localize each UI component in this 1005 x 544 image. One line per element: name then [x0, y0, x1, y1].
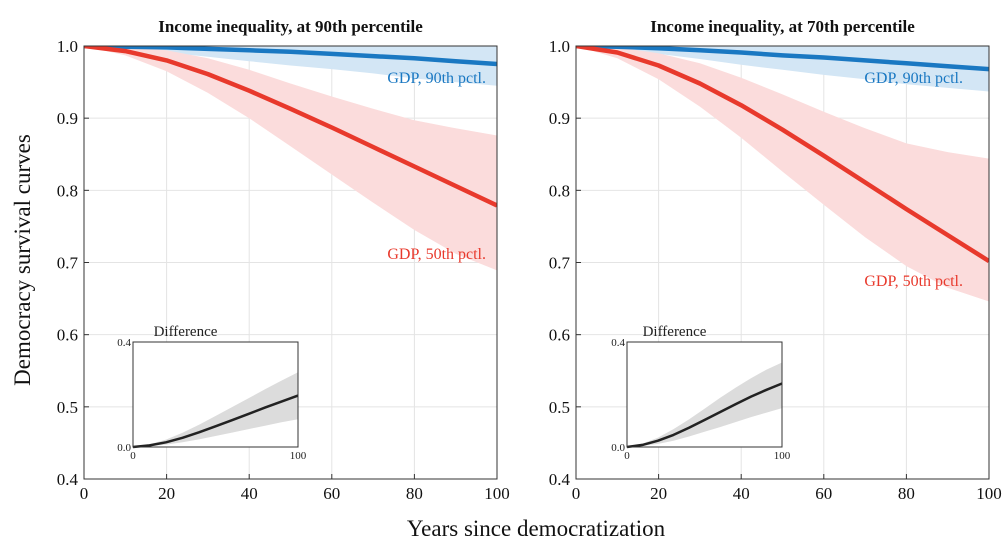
x-tick-label: 0	[572, 484, 581, 503]
inset-title: Difference	[154, 324, 218, 340]
series-line-2	[84, 46, 497, 208]
y-tick-label: 0.4	[57, 470, 79, 489]
inset-y-tick-label: 0.4	[611, 337, 625, 349]
chart-title: Income inequality, at 90th percentile	[158, 17, 423, 36]
inset-title: Difference	[643, 324, 707, 340]
inset-y-tick-label: 0.0	[611, 442, 625, 454]
panel-1: 0 20 40 60 80 100 0.4 0.5 0.6 0.7 0.8 0.9 1.0 Income …	[57, 17, 510, 503]
x-tick-label: 20	[158, 484, 175, 503]
x-tick-label: 40	[241, 484, 258, 503]
inset-x-tick-label: 100	[774, 450, 791, 462]
y-tick-label: 0.7	[549, 254, 571, 273]
series-label-2: GDP, 50th pctl.	[387, 246, 486, 263]
inset-x-tick-label: 100	[290, 450, 307, 462]
y-tick-label: 0.7	[57, 254, 79, 273]
inset-y-tick-label: 0.4	[117, 337, 131, 349]
confidence-band-1	[576, 46, 989, 92]
y-tick-label: 0.5	[549, 398, 570, 417]
series-line-1	[576, 46, 989, 72]
series-label-2: GDP, 50th pctl.	[864, 273, 963, 290]
y-tick-label: 1.0	[549, 37, 570, 56]
y-tick-label: 0.8	[57, 181, 78, 200]
inset-y-tick-label: 0.0	[117, 442, 131, 454]
series-label-1: GDP, 90th pctl.	[387, 70, 486, 87]
y-tick-label: 0.9	[549, 109, 570, 128]
inset-difference-line	[132, 394, 299, 449]
y-axis-label: Democracy survival curves	[10, 134, 35, 386]
y-tick-label: 0.6	[549, 326, 570, 345]
x-tick-label: 20	[650, 484, 667, 503]
plot-area	[576, 46, 989, 302]
inset-confidence-band	[133, 372, 298, 447]
inset-difference-line	[626, 382, 783, 449]
series-label-1: GDP, 90th pctl.	[864, 70, 963, 87]
inset-frame	[132, 341, 299, 448]
panel-2: 0 20 40 60 80 100 0.4 0.5 0.6 0.7 0.8 0.9 1.0 Income …	[549, 17, 1002, 503]
x-tick-label: 80	[898, 484, 915, 503]
y-tick-label: 0.9	[57, 109, 78, 128]
x-tick-label: 100	[976, 484, 1002, 503]
panels: 0 20 40 60 80 100 0.4 0.5 0.6 0.7 0.8 0.9 1.0 Income …	[57, 17, 1002, 503]
x-tick-label: 80	[406, 484, 423, 503]
inset-difference: Difference 0.4 0.00 100	[117, 324, 307, 462]
y-tick-label: 0.5	[57, 398, 78, 417]
y-tick-label: 0.8	[549, 181, 570, 200]
x-tick-label: 60	[815, 484, 832, 503]
series-line-1	[84, 46, 497, 67]
inset-frame	[626, 341, 783, 448]
x-tick-label: 60	[323, 484, 340, 503]
x-tick-label: 0	[80, 484, 89, 503]
inset-confidence-band	[627, 362, 782, 447]
chart-title: Income inequality, at 70th percentile	[650, 17, 915, 36]
x-tick-label: 100	[484, 484, 510, 503]
inset-difference: Difference 0.4 0.00 100	[611, 324, 791, 462]
inset-x-tick-label: 0	[624, 450, 630, 462]
plot-area	[84, 46, 497, 271]
confidence-band-2	[576, 46, 989, 302]
inset-x-tick-label: 0	[130, 450, 136, 462]
series-line-2	[576, 46, 989, 264]
x-axis-label: Years since democratization	[407, 516, 666, 541]
confidence-band-2	[84, 46, 497, 271]
y-tick-label: 0.4	[549, 470, 571, 489]
y-tick-label: 1.0	[57, 37, 78, 56]
x-tick-label: 40	[733, 484, 750, 503]
y-tick-label: 0.6	[57, 326, 78, 345]
